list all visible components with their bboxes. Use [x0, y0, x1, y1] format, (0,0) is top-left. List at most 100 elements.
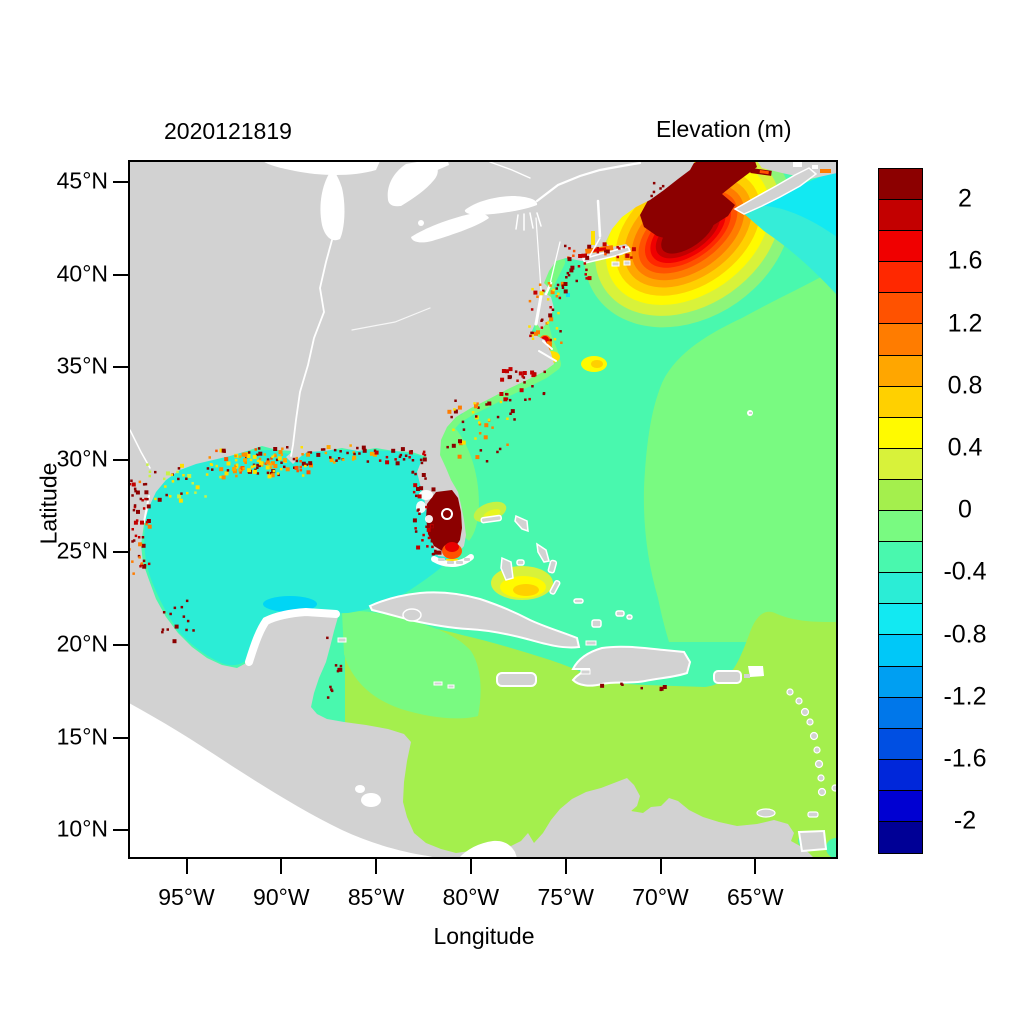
colorbar-cell — [879, 790, 922, 822]
cuba — [368, 591, 581, 649]
hispaniola — [571, 645, 692, 687]
colorbar-cell — [879, 573, 922, 605]
colorbar-tick-label: -1.6 — [943, 744, 987, 773]
colorbar-tick-label: -0.8 — [943, 620, 987, 648]
cayman-islands — [433, 681, 455, 689]
colorbar — [878, 168, 923, 855]
marthas-vineyard — [611, 261, 620, 267]
y-tick-label: 10°N — [56, 815, 108, 842]
y-tick-label: 30°N — [56, 445, 108, 472]
y-tick-label: 45°N — [56, 167, 108, 194]
nantucket — [623, 260, 631, 266]
lesser-antilles — [756, 688, 837, 818]
colorbar-cell — [879, 635, 922, 667]
ct-river-yellow — [591, 231, 595, 245]
run-timestamp-title: 2020121819 — [164, 118, 292, 144]
mainland-north-america — [129, 161, 814, 858]
colorbar-cell — [879, 821, 922, 854]
x-tick-mark — [185, 859, 188, 874]
gulf-of-panama-white — [459, 840, 517, 858]
gonave-island — [580, 669, 591, 675]
x-tick-label: 95°W — [158, 884, 215, 910]
x-tick-label: 75°W — [537, 884, 594, 910]
pacific-white — [129, 703, 437, 858]
y-tick-mark — [113, 551, 129, 554]
florida-keys — [438, 558, 470, 564]
lake-okeechobee — [441, 508, 453, 520]
south-florida-darkred — [426, 490, 462, 552]
y-tick-mark — [113, 644, 129, 646]
x-tick-mark — [659, 859, 662, 874]
y-tick-label: 20°N — [56, 630, 108, 657]
colorbar-cell — [879, 728, 922, 760]
yucatan-white-band — [245, 607, 340, 666]
bahamas-islands — [480, 514, 633, 628]
minas-basin-orange — [759, 169, 769, 175]
x-tick-mark — [375, 859, 378, 874]
great-lakes — [263, 161, 538, 243]
y-tick-mark — [113, 181, 129, 183]
colorbar-cell — [879, 324, 922, 356]
colorbar-tick-label: 0.4 — [947, 433, 983, 462]
colorbar-title: Elevation (m) — [656, 116, 792, 142]
lake-nicaragua — [361, 793, 381, 807]
anegada-bank — [748, 666, 764, 677]
y-tick-mark — [113, 273, 129, 276]
tortue-island — [585, 640, 597, 646]
y-tick-mark — [113, 458, 129, 461]
x-tick-mark — [754, 859, 757, 874]
ocean-green-zone — [643, 268, 837, 642]
colorbar-cell — [879, 479, 922, 512]
hatteras-amber — [591, 360, 603, 368]
colorbar-tick-label: -0.4 — [943, 557, 987, 586]
y-tick-mark — [113, 366, 129, 369]
y-tick-label: 40°N — [56, 260, 108, 287]
y-tick-label: 25°N — [56, 538, 108, 565]
lake-managua — [355, 785, 365, 793]
x-tick-label: 65°W — [727, 884, 784, 910]
colorbar-cell — [879, 759, 922, 791]
colorbar-cell — [879, 666, 922, 698]
rivers — [129, 161, 642, 523]
cyan-speck — [566, 293, 570, 297]
colorbar-tick-label: 1.2 — [947, 309, 983, 337]
colorbar-cell — [879, 417, 922, 449]
south-florida-red — [445, 542, 459, 552]
gulf-of-mexico-zone — [144, 450, 451, 666]
y-tick-label: 15°N — [56, 723, 108, 750]
bermuda-rock — [749, 412, 752, 414]
corner-orange-dash — [820, 169, 831, 173]
y-tick-mark — [113, 736, 129, 739]
campeche-cyan-patch — [263, 596, 317, 612]
y-axis-title: Latitude — [35, 462, 62, 545]
colorbar-tick-label: 0.8 — [947, 371, 983, 400]
isla-juventud — [402, 608, 422, 622]
ocean-yucatan-basin-green — [342, 610, 481, 719]
x-tick-label: 85°W — [347, 884, 405, 910]
colorbar-tick-label: 0 — [958, 495, 972, 524]
south-florida-yellow-dash — [446, 559, 458, 562]
x-axis-title: Longitude — [433, 923, 535, 949]
colorbar-cell — [879, 604, 922, 636]
scotian-shelf-cyan — [752, 172, 837, 237]
colorbar-tick-label: -2 — [953, 806, 977, 835]
trinidad — [797, 829, 828, 853]
colorbar-cell — [879, 355, 922, 387]
x-tick-mark — [564, 859, 567, 874]
colorbar-cell — [879, 448, 922, 480]
x-tick-label: 80°W — [442, 884, 500, 910]
trinidad-east-aqua — [826, 838, 837, 858]
st-lawrence-white-notch2 — [812, 165, 818, 169]
colorbar-cell — [879, 542, 922, 574]
colorbar-cell — [879, 231, 922, 263]
colorbar-cell — [879, 262, 922, 294]
colorbar-tick-label: 1.6 — [947, 246, 983, 275]
colorbar-cell — [879, 293, 922, 325]
colorbar-tick-label: -1.2 — [943, 682, 987, 711]
y-tick-mark — [113, 829, 129, 832]
bahama-bank-amber — [513, 584, 539, 596]
x-tick-label: 70°W — [632, 884, 689, 910]
colorbar-cell — [879, 511, 922, 543]
